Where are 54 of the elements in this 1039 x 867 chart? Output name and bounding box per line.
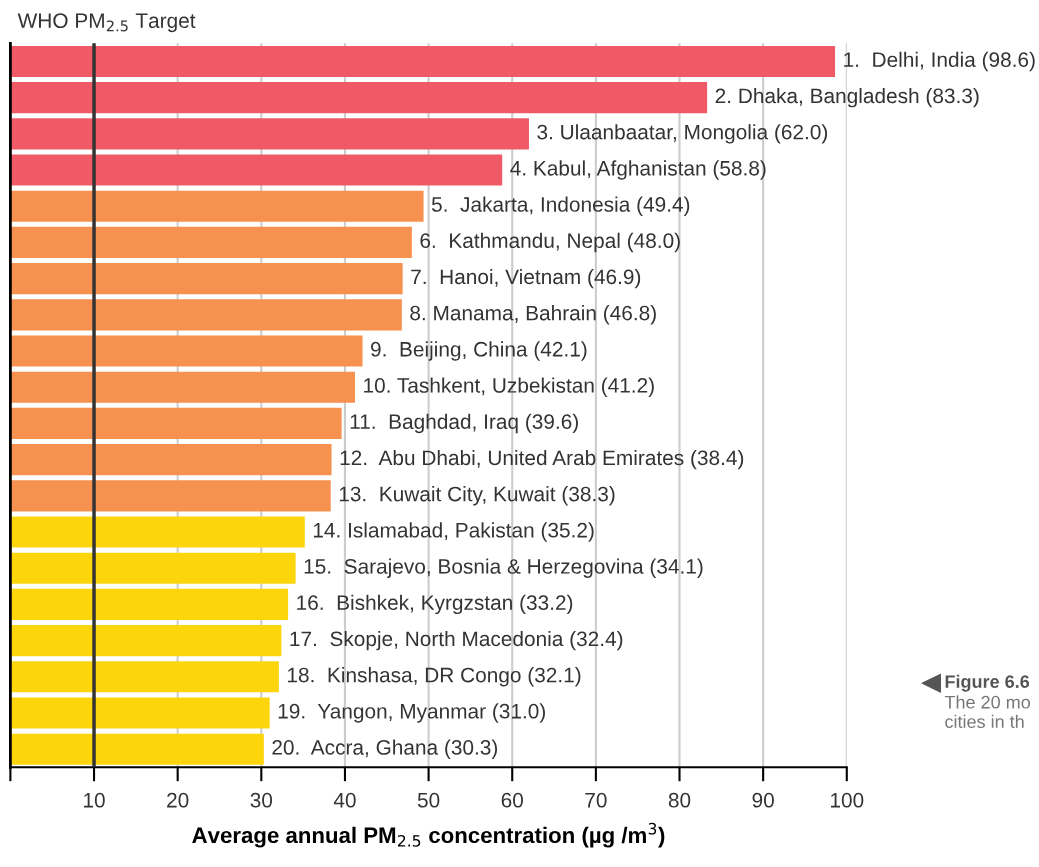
x-tick-label: 50 [417, 792, 440, 808]
category-label: 11. Baghdad, Iraq (39.6) [350, 413, 578, 434]
bar [10, 82, 708, 114]
text: The 20 mo cities in th [944, 695, 1030, 729]
category-label: 6. Kathmandu, Nepal (48.0) [420, 232, 680, 253]
category-label: 5. Jakarta, Indonesia (49.4) [431, 196, 690, 216]
category-label: 3. Ulaanbaatar, Mongolia (62.0) [537, 124, 828, 144]
category-label: 18. Kinshasa, DR Congo (32.1) [287, 667, 581, 687]
category-label: 17. Skopje, North Macedonia (32.4) [290, 630, 623, 651]
x-tick-label: 80 [668, 792, 691, 808]
bar [10, 118, 529, 150]
bar [10, 661, 279, 693]
bar [10, 552, 296, 584]
x-tick-label: 70 [585, 792, 607, 808]
category-label: 10. Tashkent, Uzbekistan (41.2) [364, 377, 654, 397]
bar [10, 444, 332, 476]
x-tick-label: 90 [752, 792, 774, 808]
x-tick-label: 40 [333, 792, 356, 808]
category-label: 8. Manama, Bahrain (46.8) [410, 305, 656, 325]
category-label: 12. Abu Dhabi, United Arab Emirates (38.4) [340, 449, 744, 470]
x-tick-label: 100 [831, 792, 864, 808]
bar [10, 371, 355, 403]
category-label: 7. Hanoi, Vietnam (46.9) [411, 268, 641, 289]
x-tick-label: 20 [167, 792, 189, 808]
category-label: 19. Yangon, Myanmar (31.0) [278, 703, 545, 723]
category-label: 14. Islamabad, Pakistan (35.2) [313, 522, 594, 542]
bar [10, 263, 403, 295]
bar [10, 226, 412, 258]
bar [10, 697, 270, 729]
category-label: 15. Sarajevo, Bosnia & Herzegovina (34.1) [304, 558, 703, 578]
bar [10, 588, 289, 620]
category-label: 16. Bishkek, Kyrgzstan (33.2) [297, 594, 573, 615]
category-label: 4. Kabul, Afghanistan (58.8) [510, 160, 766, 180]
bar [10, 299, 402, 331]
bar [10, 190, 424, 222]
x-tick-label: 30 [250, 792, 273, 808]
bar [10, 154, 503, 186]
bar [10, 480, 331, 512]
bar [10, 335, 363, 367]
x-tick-label: 10 [84, 792, 105, 808]
ref-line-label: WHO PM$_{2.5}$ Target [17, 13, 196, 33]
bar [10, 407, 342, 439]
category-label: 20. Accra, Ghana (30.3) [272, 739, 498, 759]
bar [10, 733, 264, 765]
bar [10, 516, 305, 548]
category-label: 2. Dhaka, Bangladesh (83.3) [715, 87, 979, 108]
caption: Figure 6.6 [945, 674, 1030, 692]
category-label: 13. Kuwait City, Kuwait (38.3) [339, 486, 615, 506]
category-label: 9. Beijing, China (42.1) [371, 341, 587, 361]
category-label: 1. Delhi, India (98.6) [844, 51, 1035, 72]
bar [10, 625, 282, 657]
x-tick-label: 60 [501, 792, 523, 808]
x-axis-title: Average annual PM$_{2.5}$ concentration (µg /m$^{3}$) [192, 822, 665, 848]
bar [10, 45, 836, 78]
